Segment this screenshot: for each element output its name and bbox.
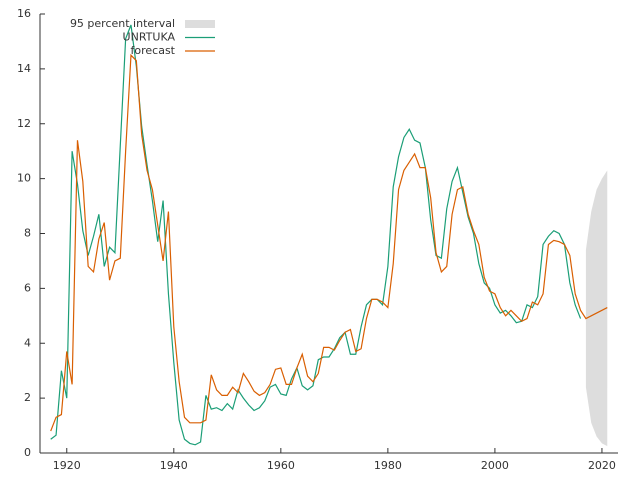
y-tick-label: 10 [17,172,31,185]
series-line [50,24,582,446]
x-tick-label: 1940 [160,459,188,472]
x-tick-label: 2000 [481,459,509,472]
y-tick-label: 2 [24,391,31,404]
y-tick-label: 0 [24,446,31,459]
x-tick-label: 2020 [588,459,616,472]
y-tick-label: 8 [24,227,31,240]
legend-label: UNRTUKA [123,31,176,44]
legend-label: forecast [131,44,176,57]
y-tick-label: 6 [24,281,31,294]
interval-band [585,170,608,447]
y-tick-label: 4 [24,336,31,349]
y-tick-label: 16 [17,7,31,20]
series-line [50,53,608,432]
y-tick-label: 14 [17,62,31,75]
x-tick-label: 1920 [53,459,81,472]
y-tick-label: 12 [17,117,31,130]
legend-label: 95 percent interval [70,17,175,30]
x-tick-label: 1980 [374,459,402,472]
x-tick-label: 1960 [267,459,295,472]
legend-swatch [185,20,215,28]
